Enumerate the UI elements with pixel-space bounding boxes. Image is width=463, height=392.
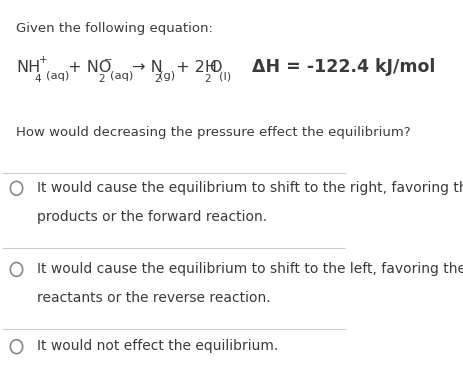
Text: +: + <box>39 54 48 65</box>
Text: It would cause the equilibrium to shift to the right, favoring the: It would cause the equilibrium to shift … <box>37 181 463 194</box>
Text: (g): (g) <box>158 71 175 81</box>
Text: It would cause the equilibrium to shift to the left, favoring the: It would cause the equilibrium to shift … <box>37 262 463 276</box>
Text: + NO: + NO <box>63 60 111 75</box>
Text: ΔH = -122.4 kJ/mol: ΔH = -122.4 kJ/mol <box>227 58 434 76</box>
Text: 2: 2 <box>153 74 160 84</box>
Text: reactants or the reverse reaction.: reactants or the reverse reaction. <box>37 291 270 305</box>
Text: It would not effect the equilibrium.: It would not effect the equilibrium. <box>37 339 278 353</box>
Text: + 2H: + 2H <box>170 60 216 75</box>
Text: Given the following equation:: Given the following equation: <box>17 22 213 35</box>
Text: (l): (l) <box>219 71 231 81</box>
Text: products or the forward reaction.: products or the forward reaction. <box>37 210 267 223</box>
Text: 2: 2 <box>99 74 105 84</box>
Text: (aq): (aq) <box>45 71 69 81</box>
Text: → N: → N <box>127 60 163 75</box>
Text: How would decreasing the pressure effect the equilibrium?: How would decreasing the pressure effect… <box>17 127 410 140</box>
Text: O: O <box>209 60 222 75</box>
Text: NH: NH <box>17 60 41 75</box>
Text: 4: 4 <box>34 74 41 84</box>
Text: 2: 2 <box>204 74 211 84</box>
Text: −: − <box>103 54 112 65</box>
Text: (aq): (aq) <box>110 71 133 81</box>
